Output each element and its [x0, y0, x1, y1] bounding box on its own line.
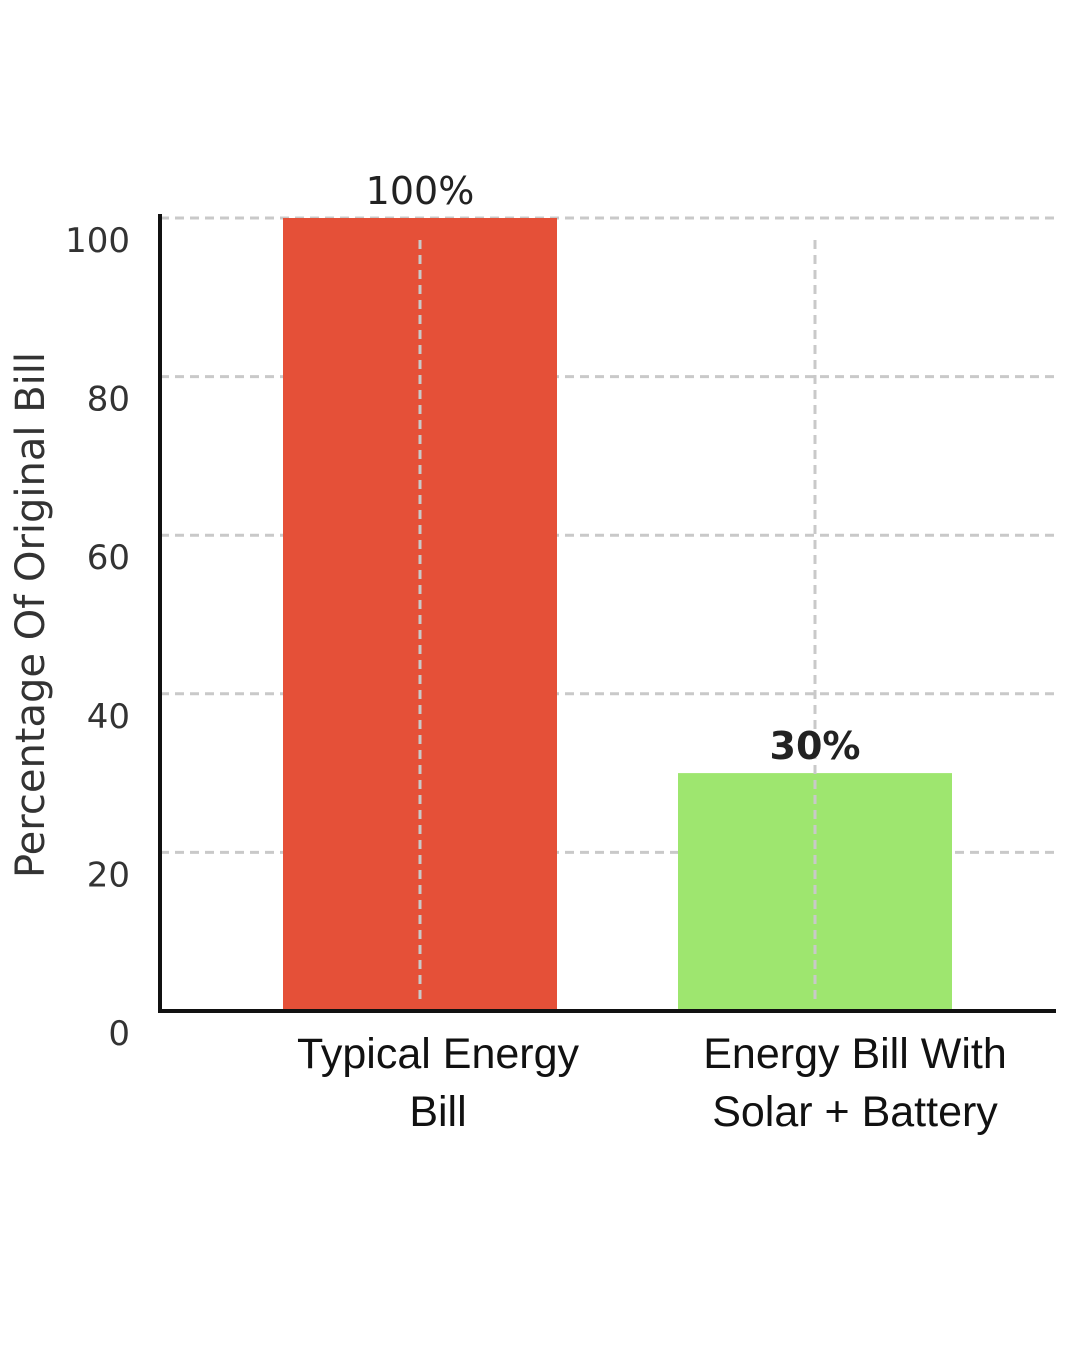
y-tick-label-80: 80	[87, 380, 130, 420]
category-label-1: Typical Energy Bill	[297, 1030, 580, 1136]
bars	[283, 218, 952, 1011]
category-label-2: Energy Bill With Solar + Battery	[703, 1030, 1006, 1136]
vertical-gridlines	[418, 240, 817, 1005]
y-axis-title: Percentage Of Original Bill	[8, 352, 54, 878]
category-label-2-line-2: Solar + Battery	[712, 1088, 998, 1136]
category-label-1-line-2: Bill	[409, 1088, 466, 1136]
y-tick-label-100: 100	[65, 221, 130, 261]
category-labels: Typical Energy Bill Energy Bill With Solar …	[297, 1030, 1007, 1136]
category-label-1-line-1: Typical Energy	[297, 1030, 580, 1078]
axes	[158, 214, 1056, 1013]
data-labels: 100% 30%	[366, 169, 861, 768]
data-label-2: 30%	[770, 724, 861, 768]
y-tick-label-20: 20	[87, 855, 130, 895]
y-tick-label-40: 40	[87, 697, 130, 737]
y-tick-labels: 0 20 40 60 80 100	[65, 221, 130, 1054]
y-tick-label-0: 0	[108, 1014, 130, 1054]
data-label-1: 100%	[366, 169, 475, 213]
category-label-2-line-1: Energy Bill With	[703, 1030, 1006, 1078]
y-tick-label-60: 60	[87, 538, 130, 578]
